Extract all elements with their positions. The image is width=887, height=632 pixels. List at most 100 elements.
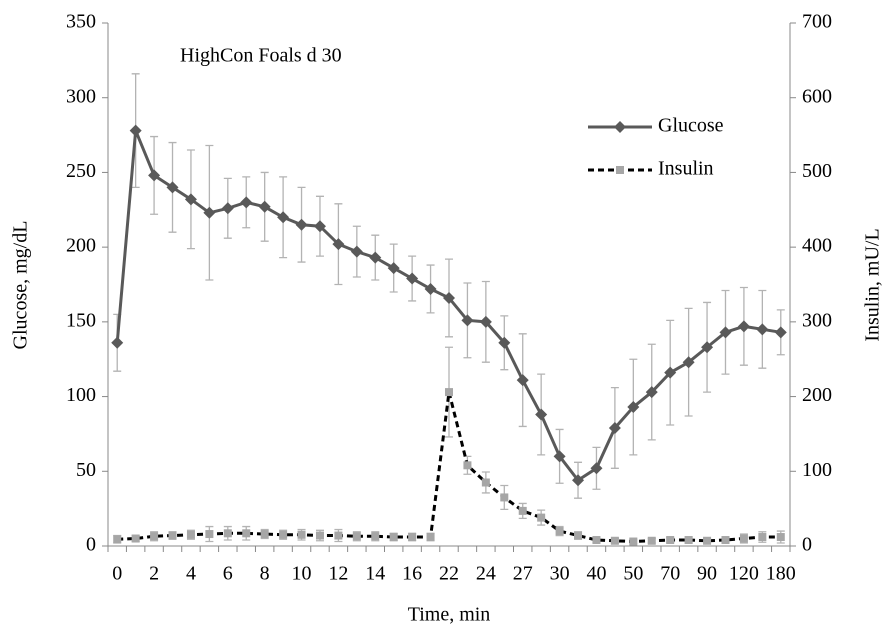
x-tick-label: 90	[697, 563, 717, 585]
data-point	[737, 320, 750, 333]
data-point	[682, 356, 695, 369]
data-point	[758, 533, 767, 542]
data-point	[590, 462, 603, 475]
data-point	[350, 245, 363, 258]
x-tick-label: 6	[223, 563, 233, 585]
data-point	[334, 531, 343, 540]
data-point	[408, 533, 417, 542]
y2-tick-label: 300	[802, 309, 832, 331]
x-tick-label: 70	[660, 563, 680, 585]
y2-tick-label: 600	[802, 85, 832, 107]
data-point	[369, 251, 382, 264]
data-point	[240, 196, 253, 209]
data-point	[277, 211, 290, 224]
y-tick-label: 0	[86, 534, 96, 556]
x-tick-label: 120	[729, 563, 759, 585]
data-point	[424, 282, 437, 295]
data-point	[555, 527, 564, 536]
data-point	[443, 291, 455, 304]
data-point	[701, 341, 714, 354]
data-point	[518, 506, 527, 515]
y2-tick-label: 0	[802, 534, 812, 556]
data-point	[111, 336, 124, 349]
data-point	[223, 529, 232, 538]
data-point	[203, 206, 216, 219]
x-tick-label: 30	[550, 563, 570, 585]
data-point	[629, 537, 638, 546]
data-point	[647, 536, 656, 545]
data-point	[445, 388, 453, 397]
data-point	[295, 218, 308, 231]
y-tick-label: 250	[66, 160, 96, 182]
data-point	[574, 531, 583, 540]
data-point	[113, 535, 122, 544]
data-point	[719, 326, 732, 339]
data-point	[148, 169, 161, 182]
data-point	[776, 533, 785, 542]
data-point	[463, 461, 472, 470]
x-axis-title: Time, min	[408, 604, 491, 626]
y-tick-label: 200	[66, 235, 96, 257]
y-tick-label: 300	[66, 85, 96, 107]
x-tick-label: 4	[186, 563, 196, 585]
y2-axis-title: Insulin, mU/L	[862, 228, 884, 341]
data-point	[406, 272, 419, 285]
x-tick-label: 40	[586, 563, 606, 585]
y-tick-label: 150	[66, 309, 96, 331]
data-point	[479, 315, 492, 328]
data-point	[756, 323, 769, 336]
data-point	[315, 531, 324, 540]
x-tick-label: 16	[402, 563, 422, 585]
data-point	[221, 202, 234, 215]
x-tick-label: 0	[112, 563, 122, 585]
data-point	[129, 124, 142, 137]
data-point	[260, 530, 269, 539]
x-tick-label: 8	[260, 563, 270, 585]
data-point	[592, 536, 601, 545]
data-point	[352, 532, 361, 541]
y2-tick-label: 400	[802, 235, 832, 257]
data-point	[481, 478, 490, 487]
data-point	[389, 533, 398, 542]
legend-marker	[616, 166, 624, 174]
data-point	[721, 536, 730, 545]
data-point	[645, 386, 658, 399]
data-point	[498, 336, 511, 349]
x-tick-label: 22	[439, 563, 459, 585]
data-point	[739, 534, 748, 543]
x-tick-label: 2	[149, 563, 159, 585]
data-point	[461, 314, 474, 327]
data-point	[666, 536, 675, 545]
data-point	[684, 536, 693, 545]
data-point	[426, 533, 435, 542]
x-tick-label: 27	[513, 563, 533, 585]
data-point	[150, 532, 159, 541]
data-point	[258, 200, 271, 213]
x-tick-label: 24	[476, 563, 496, 585]
data-point	[537, 513, 546, 522]
data-point	[553, 450, 566, 463]
data-point	[168, 531, 177, 540]
y2-tick-label: 700	[802, 11, 832, 33]
x-tick-label: 10	[292, 563, 312, 585]
data-point	[627, 401, 640, 414]
y-axis-title: Glucose, mg/dL	[10, 221, 32, 350]
data-point	[703, 536, 712, 545]
x-tick-label: 50	[623, 563, 643, 585]
data-point	[297, 530, 306, 539]
data-point	[279, 530, 288, 539]
data-point	[242, 529, 251, 538]
data-point	[184, 193, 197, 206]
data-point	[131, 534, 140, 543]
y-tick-label: 100	[66, 384, 96, 406]
data-point	[664, 366, 677, 379]
data-point	[500, 493, 509, 502]
data-point	[610, 536, 619, 545]
data-point	[774, 326, 787, 339]
annotation: HighCon Foals d 30	[180, 45, 342, 67]
legend-marker	[614, 121, 626, 133]
data-point	[205, 530, 214, 539]
data-point	[535, 408, 548, 421]
